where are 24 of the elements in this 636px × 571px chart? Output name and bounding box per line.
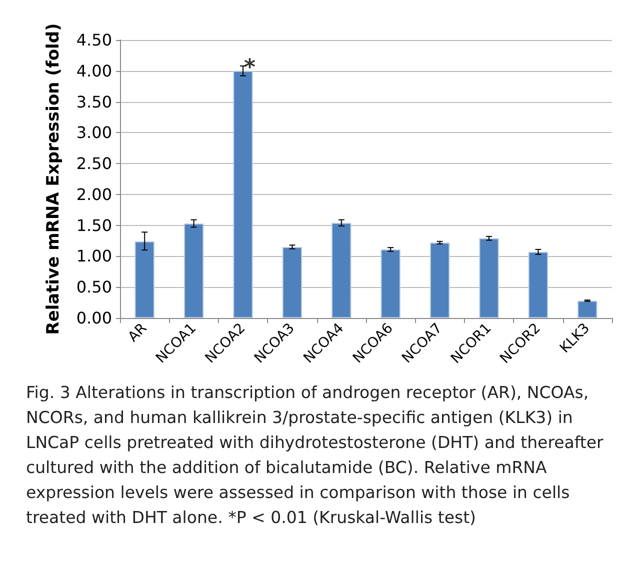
y-tick-label: 1.50 <box>76 216 112 235</box>
y-tick-label: 2.00 <box>76 184 112 204</box>
bar <box>282 246 302 318</box>
bar <box>479 238 499 318</box>
bar <box>528 252 548 318</box>
y-tick-label: 3.50 <box>76 92 112 112</box>
bar <box>578 300 598 318</box>
y-tick-label: 4.00 <box>76 61 112 80</box>
y-tick-label: 2.50 <box>76 154 112 174</box>
bar <box>184 223 204 318</box>
bar <box>134 241 154 318</box>
y-tick-label: 1.00 <box>76 246 112 266</box>
x-tick-label: AR <box>125 320 150 346</box>
y-tick-label: 0.50 <box>76 278 112 297</box>
caption: Fig. 3 Alterations in transcription of androgen receptor (AR), NCOAs, NCORs, and human kallikrein 3/prostate-specific antigen (KLK3) in LNCaP cells pretreated with dihydrotestosterone (DHT) and thereafter cultured with the addition of bicalutamide (BC). Relative mRNA expression levels were assessed in comparison with those in cells treated with DHT alone. *P < 0.01 (Kruskal-Wallis test) <box>26 383 609 527</box>
bar <box>380 249 400 318</box>
y-tick-label: 0.00 <box>76 308 112 328</box>
y-axis-title: Relative mRNA Expression (fold) <box>44 23 64 335</box>
y-tick-label: 4.50 <box>76 30 112 50</box>
bar <box>332 222 352 318</box>
annotation: * <box>244 55 256 80</box>
bar <box>233 70 253 318</box>
y-tick-label: 3.00 <box>76 123 112 142</box>
bar <box>430 242 450 318</box>
